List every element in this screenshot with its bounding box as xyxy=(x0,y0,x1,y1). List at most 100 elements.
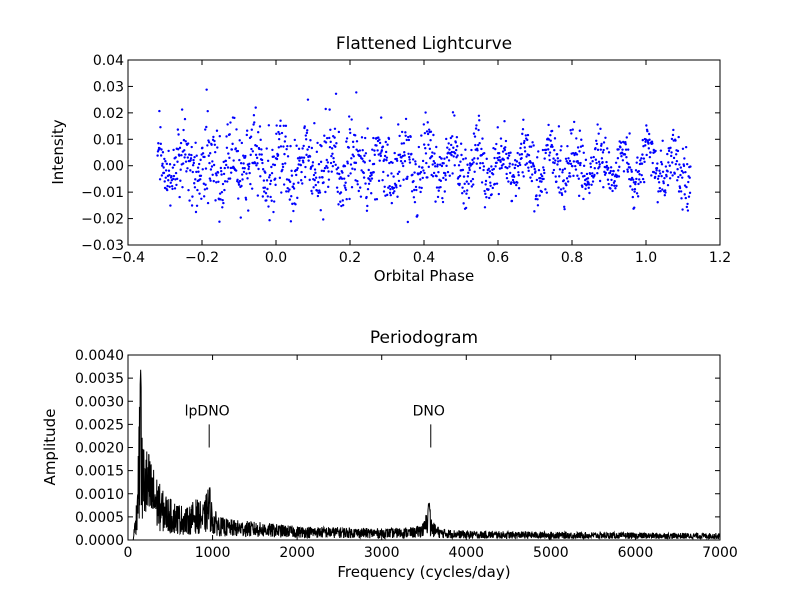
lightcurve-point xyxy=(525,162,529,165)
lightcurve-point xyxy=(236,178,239,182)
lightcurve-point xyxy=(657,174,660,178)
lightcurve-point xyxy=(178,154,181,157)
lightcurve-point xyxy=(602,141,606,144)
lightcurve-point xyxy=(553,149,556,152)
lightcurve-point xyxy=(493,156,496,160)
lightcurve-point xyxy=(315,189,319,192)
lightcurve-point xyxy=(472,183,475,186)
lightcurve-x-tick-label: 1.0 xyxy=(635,250,657,266)
lightcurve-point xyxy=(511,178,515,182)
periodogram-x-tick-label: 0 xyxy=(124,545,133,561)
lightcurve-point xyxy=(645,124,648,127)
lightcurve-point xyxy=(578,129,582,132)
lightcurve-point xyxy=(328,108,331,111)
lightcurve-point xyxy=(278,176,282,180)
lightcurve-point xyxy=(366,187,370,191)
lightcurve-point xyxy=(226,123,229,126)
lightcurve-point xyxy=(595,139,598,142)
lightcurve-point xyxy=(301,182,304,185)
lightcurve-point xyxy=(347,146,351,149)
lightcurve-point xyxy=(423,131,427,135)
lightcurve-point xyxy=(620,155,623,158)
lightcurve-point xyxy=(605,160,608,164)
lightcurve-point xyxy=(635,177,638,181)
lightcurve-point xyxy=(193,182,196,185)
lightcurve-point xyxy=(522,175,525,178)
lightcurve-point xyxy=(520,142,523,146)
lightcurve-point xyxy=(537,150,540,153)
lightcurve-point xyxy=(548,158,551,162)
lightcurve-point xyxy=(312,173,316,177)
lightcurve-point xyxy=(226,180,229,183)
lightcurve-point xyxy=(647,147,651,150)
lightcurve-point xyxy=(596,148,600,152)
lightcurve-point xyxy=(383,154,387,158)
lightcurve-point xyxy=(529,145,533,148)
lightcurve-point xyxy=(189,159,192,162)
lightcurve-point xyxy=(517,187,521,190)
lightcurve-point xyxy=(610,178,613,182)
lightcurve-point xyxy=(544,188,547,191)
lightcurve-point xyxy=(542,168,546,172)
lightcurve-point xyxy=(181,162,185,165)
lightcurve-point xyxy=(414,185,418,189)
lightcurve-point xyxy=(181,185,184,189)
lightcurve-point xyxy=(587,186,590,190)
lightcurve-point xyxy=(615,184,618,188)
lightcurve-point xyxy=(504,146,507,149)
lightcurve-point xyxy=(513,181,516,185)
lightcurve-point xyxy=(380,149,384,152)
lightcurve-point xyxy=(619,141,623,144)
lightcurve-point xyxy=(517,174,520,177)
lightcurve-point xyxy=(247,165,251,168)
lightcurve-point xyxy=(218,192,222,195)
lightcurve-point xyxy=(492,167,496,171)
lightcurve-point xyxy=(467,196,471,200)
lightcurve-point xyxy=(340,177,344,180)
lightcurve-point xyxy=(215,129,219,132)
lightcurve-point xyxy=(601,161,604,164)
lightcurve-point xyxy=(632,181,636,184)
lightcurve-point xyxy=(388,161,391,165)
lightcurve-point xyxy=(465,192,468,195)
periodogram-y-tick-label: 0.0025 xyxy=(75,417,124,433)
lightcurve-point xyxy=(280,131,284,135)
lightcurve-point xyxy=(445,164,448,168)
lightcurve-point xyxy=(519,146,522,150)
lightcurve-point xyxy=(286,186,289,190)
lightcurve-point xyxy=(333,136,336,139)
lightcurve-point xyxy=(189,169,192,172)
lightcurve-point xyxy=(346,162,349,165)
lightcurve-point xyxy=(329,128,332,131)
lightcurve-point xyxy=(581,185,584,189)
lightcurve-point xyxy=(392,186,396,190)
lightcurve-point xyxy=(489,181,492,184)
lightcurve-point xyxy=(453,114,456,117)
lightcurve-point xyxy=(651,161,654,165)
lightcurve-point xyxy=(619,146,622,149)
lightcurve-point xyxy=(684,170,687,174)
lightcurve-point xyxy=(158,147,161,150)
lightcurve-point xyxy=(314,183,317,187)
lightcurve-point xyxy=(186,142,190,145)
lightcurve-point xyxy=(354,179,357,182)
lightcurve-point xyxy=(402,164,405,168)
lightcurve-panel: Flattened Lightcurve −0.4 −0.2 0.0 0.2 0.4 0.… xyxy=(49,34,731,285)
lightcurve-point xyxy=(590,174,594,178)
lightcurve-point xyxy=(587,181,590,184)
lightcurve-point xyxy=(522,118,525,121)
lightcurve-point xyxy=(466,163,469,166)
lightcurve-point xyxy=(558,168,562,171)
lightcurve-point xyxy=(546,143,549,147)
lightcurve-point xyxy=(281,168,284,171)
lightcurve-point xyxy=(225,163,228,167)
lightcurve-point xyxy=(439,179,443,183)
lightcurve-point xyxy=(167,179,170,182)
lightcurve-point xyxy=(161,162,164,165)
lightcurve-point xyxy=(591,172,594,175)
lightcurve-point xyxy=(327,178,331,181)
lightcurve-point xyxy=(379,154,383,158)
lightcurve-point xyxy=(321,176,324,179)
lightcurve-point xyxy=(282,145,285,148)
